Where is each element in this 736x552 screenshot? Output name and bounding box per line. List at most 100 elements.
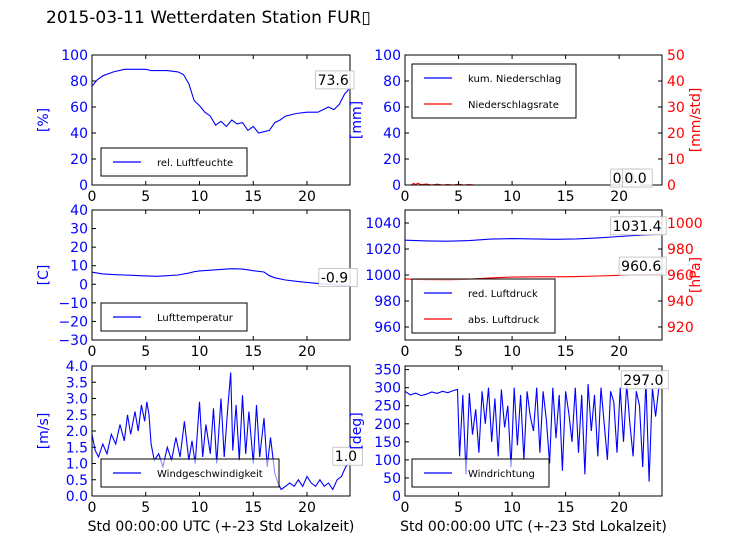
y-tick-label: 0 bbox=[392, 489, 401, 505]
x-tick-label: 10 bbox=[191, 500, 209, 516]
series-line-1 bbox=[92, 268, 350, 287]
y-tick-label: 2.0 bbox=[66, 424, 88, 440]
y-tick-label: 0 bbox=[79, 277, 88, 293]
x-tick-label: 20 bbox=[610, 344, 628, 360]
legend-box bbox=[411, 278, 556, 334]
x-tick-label: 10 bbox=[503, 344, 521, 360]
y2-tick-label: 980 bbox=[667, 242, 694, 258]
y-tick-label: 1.0 bbox=[66, 457, 88, 473]
y2-tick-label: 30 bbox=[667, 100, 685, 116]
y-tick-label: 100 bbox=[374, 48, 401, 64]
x-tick-label: 0 bbox=[401, 189, 410, 205]
x-tick-label: 10 bbox=[503, 189, 521, 205]
y-tick-label: 0.5 bbox=[66, 473, 88, 489]
x-axis-label: Std 00:00:00 UTC (+-23 Std Lokalzeit) bbox=[88, 519, 355, 535]
x-tick-label: 5 bbox=[141, 500, 150, 516]
y-tick-label: 30 bbox=[70, 222, 88, 238]
x-tick-label: 15 bbox=[557, 500, 575, 516]
y-tick-label: 350 bbox=[374, 363, 401, 379]
value-annotation-box bbox=[610, 216, 667, 236]
y-tick-label: 10 bbox=[70, 259, 88, 275]
chart-panel-3: 0 5 10 15 20 −30 −20 −10 0 10 20 30 40 [C] Lufttempera… bbox=[36, 203, 358, 360]
value-annotation-box bbox=[318, 268, 358, 287]
y-tick-label: 1000 bbox=[365, 268, 401, 284]
y-tick-label: 200 bbox=[374, 417, 401, 433]
y2-tick-label: 50 bbox=[667, 48, 685, 64]
value-annotation: 960.6 bbox=[621, 259, 661, 275]
series-line-1 bbox=[405, 380, 662, 482]
x-tick-label: 0 bbox=[401, 344, 410, 360]
x-tick-label: 15 bbox=[557, 344, 575, 360]
x-tick-label: 20 bbox=[610, 500, 628, 516]
x-tick-label: 10 bbox=[191, 189, 209, 205]
y2-tick-label: 0 bbox=[667, 178, 676, 194]
series-line-1 bbox=[92, 372, 350, 491]
legend-box bbox=[411, 63, 577, 119]
legend-label: rel. Luftfeuchte bbox=[157, 158, 233, 169]
legend-label: Niederschlagsrate bbox=[468, 100, 559, 111]
chart-panel-2: 0 5 10 15 20 0 20 40 60 80 100 0 10 20 30 40 50 [mm] [mm/s… bbox=[349, 48, 704, 205]
y-tick-label: 60 bbox=[383, 100, 401, 116]
y-tick-label: 3.5 bbox=[66, 375, 88, 391]
y-tick-label: 0.0 bbox=[66, 489, 88, 505]
y-tick-label: 20 bbox=[70, 240, 88, 256]
value-annotation: 1.0 bbox=[335, 449, 357, 465]
y-tick-label: 60 bbox=[70, 100, 88, 116]
x-tick-label: 15 bbox=[244, 189, 262, 205]
y-tick-label: 100 bbox=[374, 453, 401, 469]
y2-tick-label: 940 bbox=[667, 294, 694, 310]
y2-tick-label: 1000 bbox=[667, 216, 703, 232]
y-tick-label: 1.5 bbox=[66, 440, 88, 456]
y-axis-label: [%] bbox=[36, 108, 52, 132]
figure-title: 2015-03-11 Wetterdaten Station FUR▯ bbox=[46, 8, 371, 28]
y-tick-label: 980 bbox=[374, 294, 401, 310]
y2-tick-label: 10 bbox=[667, 152, 685, 168]
axes-frame bbox=[404, 54, 663, 186]
x-axis-label: Std 00:00:00 UTC (+-23 Std Lokalzeit) bbox=[400, 519, 667, 535]
x-tick-label: 0 bbox=[88, 500, 97, 516]
y-tick-label: 1020 bbox=[365, 242, 401, 258]
value-annotation: 1031.4 bbox=[613, 219, 662, 235]
legend-label: Windgeschwindigkeit bbox=[157, 469, 263, 480]
x-tick-label: 20 bbox=[298, 189, 316, 205]
y-tick-label: 20 bbox=[383, 152, 401, 168]
x-tick-label: 15 bbox=[244, 500, 262, 516]
y-tick-label: 4.0 bbox=[66, 359, 88, 375]
value-annotation: 297.0 bbox=[623, 373, 663, 389]
y-tick-label: 1040 bbox=[365, 216, 401, 232]
y-tick-label: −10 bbox=[58, 296, 88, 312]
value-annotation: 73.6 bbox=[318, 73, 349, 89]
value-annotation-box bbox=[621, 168, 653, 188]
y2-tick-label: 20 bbox=[667, 126, 685, 142]
axes-frame bbox=[91, 54, 351, 186]
y-tick-label: 2.5 bbox=[66, 408, 88, 424]
y-axis-label: [deg] bbox=[349, 412, 365, 449]
value-annotation-box bbox=[618, 256, 667, 276]
value-annotation: 0.0 bbox=[624, 171, 646, 187]
chart-panel-4: 0 5 10 15 20 960 980 1000 1020 1040 920 940 960 980 10… bbox=[365, 209, 704, 360]
y2-tick-label: 920 bbox=[667, 320, 694, 336]
x-tick-label: 15 bbox=[244, 344, 262, 360]
axes-frame bbox=[404, 365, 663, 497]
series-line-1 bbox=[92, 68, 350, 134]
x-tick-label: 0 bbox=[401, 500, 410, 516]
y-tick-label: 20 bbox=[70, 152, 88, 168]
legend-label: abs. Luftdruck bbox=[468, 315, 539, 326]
x-tick-label: 5 bbox=[454, 344, 463, 360]
y-tick-label: 80 bbox=[70, 74, 88, 90]
legend-label: red. Luftdruck bbox=[468, 289, 538, 300]
chart-panel-1: 0 5 10 15 20 0 20 40 60 80 100 [%] rel. Luftfeuchte 7… bbox=[36, 48, 355, 205]
y-axis-label: [m/s] bbox=[36, 413, 52, 450]
y-axis-label: [mm] bbox=[349, 101, 365, 139]
chart-panel-5: 0 5 10 15 200.00.51.01.52.02.53.03.54.0[m/s]… bbox=[36, 359, 363, 535]
y-axis-label: [C] bbox=[36, 265, 52, 286]
y2-tick-label: 40 bbox=[667, 74, 685, 90]
y-tick-label: 80 bbox=[383, 74, 401, 90]
legend-label: kum. Niederschlag bbox=[468, 74, 561, 85]
x-tick-label: 10 bbox=[191, 344, 209, 360]
x-tick-label: 20 bbox=[298, 500, 316, 516]
value-annotation-box bbox=[332, 446, 363, 466]
x-tick-label: 5 bbox=[141, 189, 150, 205]
x-tick-label: 20 bbox=[298, 344, 316, 360]
